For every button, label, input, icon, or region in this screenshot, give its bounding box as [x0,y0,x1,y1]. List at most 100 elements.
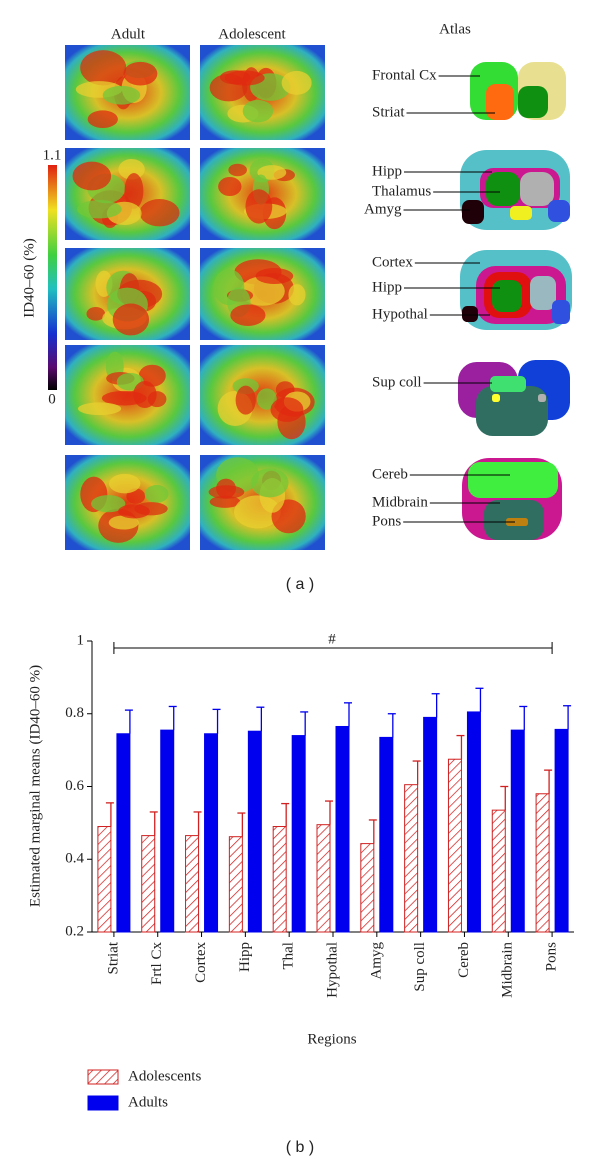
pet-blob [242,99,274,123]
pet-blob [216,478,236,499]
pet-image [200,148,325,240]
bar [554,728,569,933]
bar [316,824,331,933]
atlas-label: Thalamus [372,183,431,199]
atlas-region [462,200,484,224]
pet-blob [118,158,145,180]
bar [185,835,200,933]
pet-blob [86,306,106,321]
pet-image [65,45,190,140]
y-tick-label: 0.4 [65,851,84,867]
bar [535,793,550,933]
pet-blob [139,199,180,227]
x-tick-label: Cortex [193,942,209,983]
bar [291,735,306,933]
column-header: Adult [111,26,146,42]
legend-swatch [87,1069,119,1085]
atlas-region [520,172,554,206]
y-axis-label: Estimated marginal means (ID40–60 %) [27,665,43,907]
pet-blob [218,176,242,197]
legend-label: Adults [128,1094,168,1110]
colorbar [48,165,57,390]
x-tick-label: Cereb [456,942,472,978]
bar [116,733,131,933]
panel-label: ( a ) [286,576,314,593]
legend-swatch [87,1095,119,1111]
pet-blob [87,110,118,129]
pet-blob [255,267,294,285]
colorbar-label: ID40–60 (%) [21,238,37,318]
atlas-region [518,86,548,118]
x-tick-label: Pons [544,942,560,971]
pet-blob [281,70,312,95]
pet-blob [108,515,139,530]
atlas-region [506,518,528,526]
pet-blob [80,50,127,86]
bar [141,835,156,933]
pet-blob [230,304,266,326]
bar [160,729,175,933]
bar [379,736,394,933]
pet-blob [250,468,289,498]
column-header: Adolescent [218,26,286,42]
atlas-region [492,394,500,402]
pet-blob [209,495,241,508]
pet-blob [245,189,273,224]
bar [360,843,375,933]
pet-blob [77,200,122,219]
pet-blob [224,70,265,86]
atlas-label: Sup coll [372,374,422,390]
pet-image [200,345,325,445]
pet-blob [123,61,158,86]
x-tick-label: Hypothal [324,942,340,998]
bar [272,826,287,933]
pet-image [200,455,325,550]
atlas-label: Amyg [364,201,402,217]
atlas-label: Cereb [372,466,408,482]
atlas-region [552,300,570,324]
x-tick-label: Thal [281,942,297,970]
atlas-region [530,276,556,310]
atlas-region [492,280,522,312]
panel-a: Adult Adolescent Atlas 1.1 0 ID40–60 (%) Front… [21,21,572,593]
atlas-label: Cortex [372,254,413,270]
pet-blob [124,173,144,209]
pet-blob [72,161,112,191]
pet-blob [228,163,247,177]
pet-image [65,455,190,550]
pet-image [200,45,325,140]
x-tick-label: Striat [105,941,121,974]
x-tick-label: Midbrain [500,942,516,998]
legend-label: Adolescents [128,1068,201,1084]
column-header: Atlas [439,21,471,37]
pet-blob [288,284,306,306]
atlas-region [548,200,570,222]
pet-blob [256,388,277,410]
atlas-label: Hipp [372,163,402,179]
pet-blob [108,473,141,494]
pet-blob [257,165,287,180]
panel-label: ( b ) [286,1139,314,1156]
x-tick-label: Frtl Cx [149,942,165,985]
bar [423,716,438,933]
atlas-region [462,306,478,322]
bar [97,826,112,933]
y-tick-label: 0.6 [65,778,84,794]
pet-blob [77,402,122,416]
x-axis-label: Regions [307,1031,356,1047]
panel-b: 0.2 0.4 0.6 0.8 1 Estimated marginal means (I… [27,631,574,1156]
atlas-region [468,462,558,498]
x-tick-label: Sup coll [412,942,428,992]
atlas-label: Striat [372,104,405,120]
bar [491,809,506,933]
x-tick-label: Amyg [368,942,384,980]
pet-blob [133,380,157,409]
bar [404,784,419,933]
atlas-label: Frontal Cx [372,67,437,83]
bar [466,711,481,933]
atlas-label: Hipp [372,279,402,295]
pet-blob [91,495,126,513]
atlas-region [486,172,520,206]
pet-blob [235,385,256,415]
